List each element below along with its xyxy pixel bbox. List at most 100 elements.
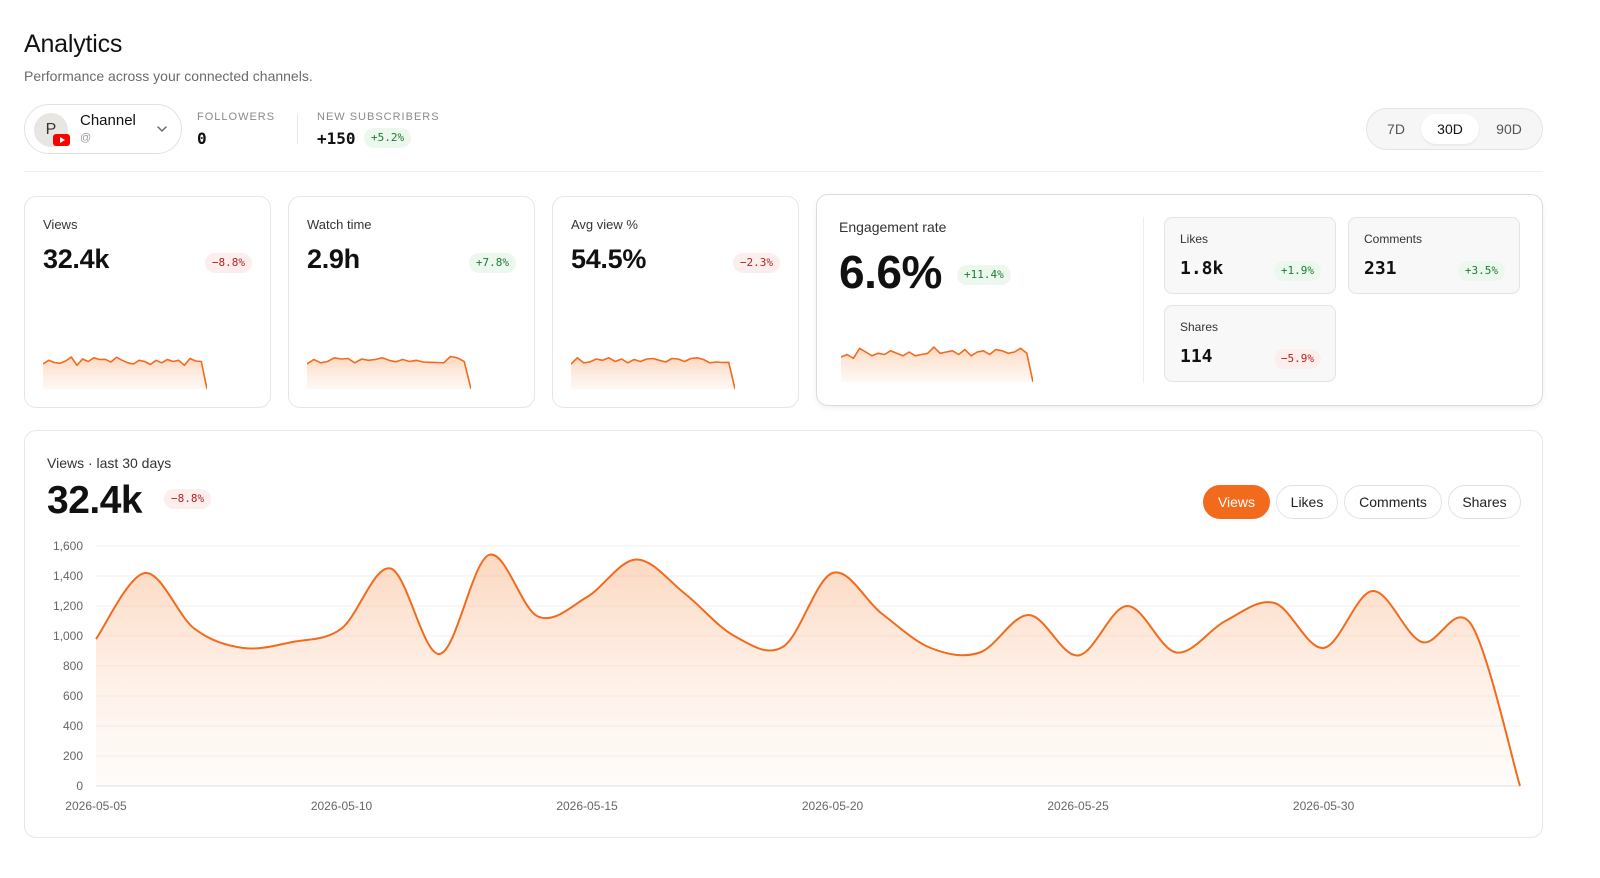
page-subtitle: Performance across your connected channe… bbox=[24, 68, 313, 84]
sparkline-area bbox=[307, 356, 471, 389]
views-sparkline bbox=[43, 356, 207, 389]
sparkline-line bbox=[841, 346, 1033, 382]
views-label: Views bbox=[43, 217, 78, 232]
sparkline-area bbox=[571, 357, 735, 389]
data-point bbox=[1268, 597, 1280, 609]
views-value: 32.4k bbox=[43, 244, 110, 274]
data-point bbox=[876, 608, 888, 620]
views-area-chart: 0 200 400 600 800 1,000 1,200 1,400 1,600 2026-05… bbox=[53, 539, 1526, 813]
engagement-change-badge: +11.4% bbox=[957, 265, 1011, 285]
x-tick-label: 2026-05-25 bbox=[1047, 799, 1109, 813]
page-title: Analytics bbox=[24, 30, 123, 58]
y-tick-label: 1,200 bbox=[53, 599, 83, 613]
tab-shares[interactable]: Shares bbox=[1448, 485, 1521, 519]
channel-handle: @ bbox=[80, 132, 92, 144]
data-point bbox=[728, 630, 740, 642]
comments-value: 231 bbox=[1364, 258, 1397, 279]
sparkline-line bbox=[307, 355, 471, 389]
data-point bbox=[1219, 615, 1231, 627]
views-area-fill bbox=[96, 554, 1520, 786]
new-subscribers-change-badge: +5.2% bbox=[364, 128, 412, 148]
y-tick-label: 400 bbox=[63, 719, 83, 733]
y-tick-label: 1,600 bbox=[53, 539, 83, 553]
avg-view-label: Avg view % bbox=[571, 217, 638, 232]
channel-name: Channel bbox=[80, 112, 136, 129]
data-point bbox=[1121, 600, 1133, 612]
comments-metric[interactable]: Comments 231 +3.5% bbox=[1348, 217, 1520, 294]
data-point bbox=[1367, 585, 1379, 597]
engagement-divider bbox=[1143, 217, 1144, 383]
stats-divider bbox=[297, 114, 298, 144]
data-point bbox=[974, 647, 986, 659]
avg-view-sparkline bbox=[571, 357, 735, 389]
engagement-sparkline bbox=[841, 346, 1033, 382]
data-point bbox=[483, 549, 495, 561]
shares-value: 114 bbox=[1180, 346, 1213, 367]
new-subscribers-value: +150 bbox=[317, 129, 356, 148]
avatar: P bbox=[34, 113, 68, 147]
y-tick-label: 1,000 bbox=[53, 629, 83, 643]
data-point bbox=[90, 633, 102, 645]
data-point bbox=[925, 642, 937, 654]
watch-time-label: Watch time bbox=[307, 217, 372, 232]
new-subscribers-label: NEW SUBSCRIBERS bbox=[317, 111, 440, 123]
y-tick-label: 1,400 bbox=[53, 569, 83, 583]
engagement-label: Engagement rate bbox=[839, 219, 947, 235]
views-series-line bbox=[95, 553, 1521, 787]
y-tick-label: 0 bbox=[76, 779, 83, 793]
sparkline-line bbox=[571, 357, 735, 389]
channel-selector[interactable]: P Channel @ bbox=[24, 104, 182, 154]
avg-view-value: 54.5% bbox=[571, 244, 647, 274]
comments-change-badge: +3.5% bbox=[1457, 261, 1505, 281]
x-tick-label: 2026-05-15 bbox=[556, 799, 618, 813]
engagement-value: 6.6% bbox=[839, 246, 942, 298]
watch-time-value: 2.9h bbox=[307, 244, 360, 274]
watch-time-sparkline bbox=[307, 355, 471, 389]
views-card[interactable]: Views 32.4k −8.8% bbox=[24, 196, 271, 408]
range-90d-button[interactable]: 90D bbox=[1496, 121, 1522, 137]
x-tick-label: 2026-05-05 bbox=[65, 799, 127, 813]
data-point bbox=[1318, 642, 1330, 654]
data-point bbox=[679, 588, 691, 600]
range-30d-button[interactable]: 30D bbox=[1421, 114, 1479, 144]
followers-value: 0 bbox=[197, 129, 207, 148]
likes-change-badge: +1.9% bbox=[1273, 261, 1321, 281]
engagement-card[interactable]: Engagement rate 6.6% +11.4% Likes 1.8k +… bbox=[816, 194, 1543, 406]
tab-views[interactable]: Views bbox=[1203, 485, 1270, 519]
views-change-badge: −8.8% bbox=[204, 253, 252, 273]
date-range-toggle: 7D 30D 90D bbox=[1366, 108, 1543, 150]
likes-metric[interactable]: Likes 1.8k +1.9% bbox=[1164, 217, 1336, 294]
data-point bbox=[532, 611, 544, 623]
chevron-down-icon bbox=[157, 126, 167, 132]
chart-change-badge: −8.8% bbox=[164, 489, 212, 509]
data-point bbox=[1514, 780, 1526, 792]
data-point bbox=[336, 623, 348, 635]
range-7d-button[interactable]: 7D bbox=[1387, 121, 1405, 137]
avg-view-change-badge: −2.3% bbox=[732, 253, 780, 273]
sparkline-area bbox=[43, 357, 207, 389]
tab-comments[interactable]: Comments bbox=[1344, 485, 1442, 519]
data-point bbox=[1465, 618, 1477, 630]
avg-view-card[interactable]: Avg view % 54.5% −2.3% bbox=[552, 196, 799, 408]
views-chart-card: Views · last 30 days 32.4k −8.8% Views L… bbox=[24, 430, 1543, 838]
data-point bbox=[1023, 609, 1035, 621]
data-point bbox=[827, 567, 839, 579]
data-point bbox=[1416, 636, 1428, 648]
sparkline-area bbox=[841, 347, 1033, 382]
followers-label: FOLLOWERS bbox=[197, 111, 276, 123]
x-tick-label: 2026-05-10 bbox=[311, 799, 373, 813]
watch-time-card[interactable]: Watch time 2.9h +7.8% bbox=[288, 196, 535, 408]
y-tick-label: 600 bbox=[63, 689, 83, 703]
likes-label: Likes bbox=[1180, 232, 1209, 246]
data-point bbox=[630, 554, 642, 566]
shares-change-badge: −5.9% bbox=[1273, 349, 1321, 369]
shares-metric[interactable]: Shares 114 −5.9% bbox=[1164, 305, 1336, 382]
header-divider bbox=[24, 171, 1543, 172]
data-point bbox=[237, 642, 249, 654]
tab-likes[interactable]: Likes bbox=[1276, 485, 1338, 519]
data-point bbox=[188, 623, 200, 635]
youtube-icon bbox=[53, 134, 70, 146]
y-tick-label: 800 bbox=[63, 659, 83, 673]
sparkline-line bbox=[43, 356, 207, 389]
watch-time-change-badge: +7.8% bbox=[468, 253, 516, 273]
